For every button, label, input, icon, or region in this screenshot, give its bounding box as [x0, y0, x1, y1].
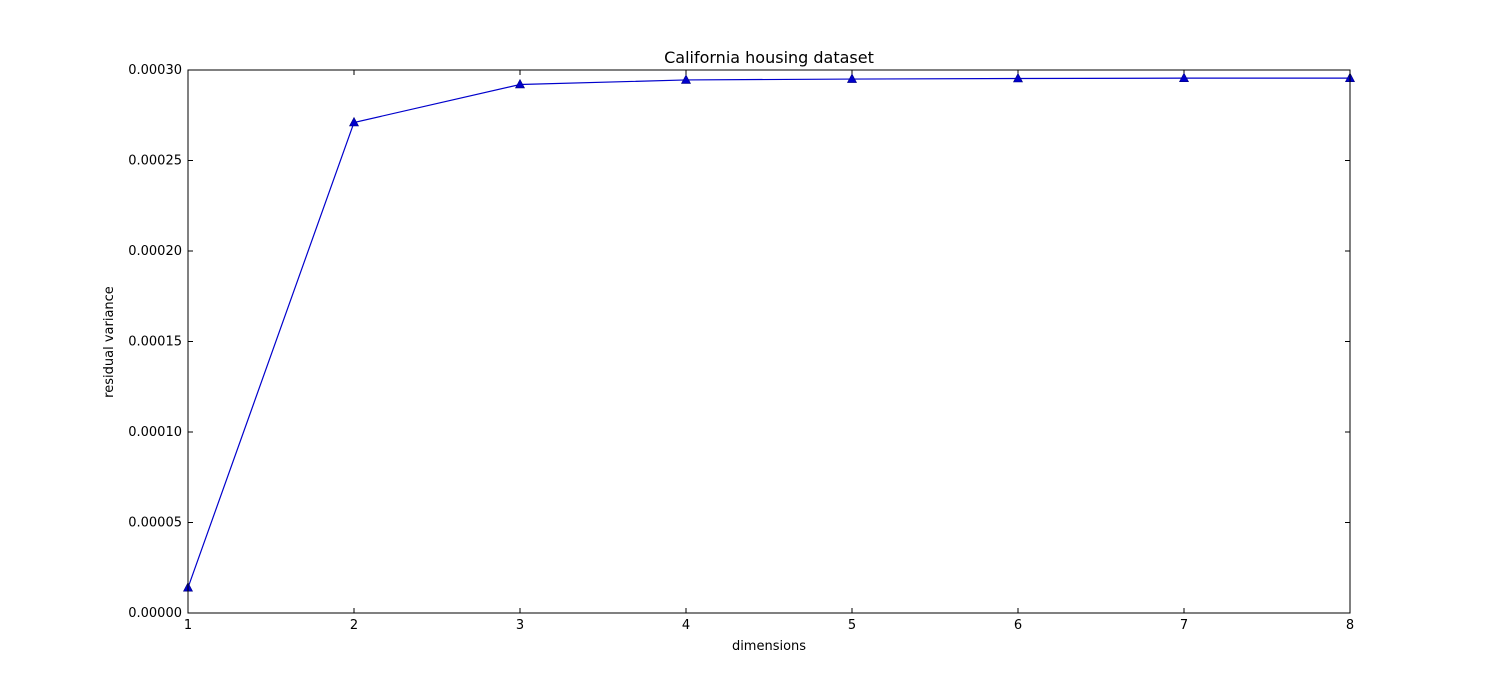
x-tick-label: 1: [184, 618, 192, 633]
chart-title: California housing dataset: [664, 48, 874, 67]
y-tick-label: 0.00030: [128, 63, 182, 78]
x-axis-label: dimensions: [732, 639, 806, 654]
x-tick-label: 7: [1180, 618, 1188, 633]
y-axis-label: residual variance: [102, 286, 117, 398]
series-group: [183, 72, 1355, 592]
data-point-marker: [1179, 72, 1189, 82]
data-point-marker: [1013, 72, 1023, 83]
plot-frame: [187, 69, 1351, 614]
data-point-marker: [681, 74, 691, 84]
data-point-marker: [847, 73, 857, 83]
y-tick-label: 0.00020: [128, 244, 182, 259]
x-tick-label: 8: [1346, 618, 1354, 633]
x-tick-label: 4: [682, 618, 690, 633]
x-tick-label: 5: [848, 618, 856, 633]
x-tick-label: 6: [1014, 618, 1022, 633]
x-tick-label: 2: [350, 618, 358, 633]
y-tick-label: 0.00005: [128, 516, 182, 531]
x-tick-label: 3: [516, 618, 524, 633]
series-line: [187, 77, 1350, 588]
y-tick-label: 0.00000: [128, 606, 182, 621]
y-tick-label: 0.00025: [128, 154, 182, 169]
y-tick-label: 0.00010: [128, 425, 182, 440]
axis-ticks: 1 2 3 4 5 6 7 8 0.00000 0.00005 0.00010 0.00015 0.00…: [128, 63, 1354, 633]
y-tick-label: 0.00015: [128, 335, 182, 350]
data-point-marker: [349, 116, 359, 127]
data-point-marker: [515, 78, 525, 89]
